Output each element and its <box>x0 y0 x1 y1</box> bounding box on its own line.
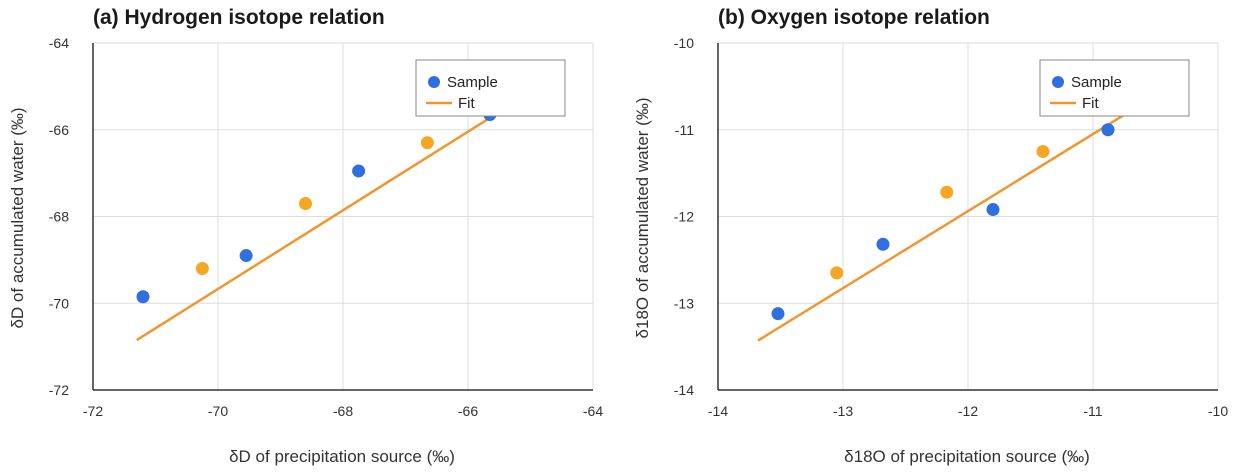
hydrogen-sample-point-3 <box>299 196 312 210</box>
oxygen-sample-point-2 <box>876 237 890 251</box>
hydrogen-legend-sample-marker <box>428 76 440 88</box>
hydrogen-y-tick-label-1: -70 <box>49 295 69 311</box>
oxygen-sample-point-1 <box>830 266 844 280</box>
oxygen-legend: Sample Fit <box>1039 59 1190 117</box>
oxygen-x-tick-label-4: -10 <box>1208 403 1228 419</box>
oxygen-chart-title: (b) Oxygen isotope relation <box>718 6 990 29</box>
oxygen-y-tick-label-4: -10 <box>674 35 694 51</box>
oxygen-x-tick-label-1: -13 <box>833 403 853 419</box>
hydrogen-x-tick-label-0: -72 <box>83 403 103 419</box>
oxygen-legend-sample-marker <box>1052 76 1064 88</box>
oxygen-fit-line <box>757 98 1150 342</box>
oxygen-sample-point-3 <box>940 185 954 199</box>
hydrogen-sample-point-1 <box>195 262 209 276</box>
oxygen-x-tick-label-0: -14 <box>708 403 728 419</box>
oxygen-y-tick-label-0: -14 <box>674 382 694 398</box>
oxygen-legend-sample-label: Sample <box>1071 74 1122 91</box>
hydrogen-chart-title: (a) Hydrogen isotope relation <box>93 6 385 29</box>
oxygen-sample-point-0 <box>771 307 785 321</box>
hydrogen-sample-point-5 <box>420 136 434 150</box>
oxygen-y-tick-label-3: -11 <box>675 122 694 138</box>
oxygen-legend-fit-label: Fit <box>1082 95 1099 112</box>
hydrogen-fit-line <box>136 107 507 342</box>
hydrogen-legend: Sample Fit <box>415 59 566 117</box>
oxygen-y-tick-label-1: -13 <box>674 295 694 311</box>
hydrogen-y-axis-label: δD of accumulated water (‰) <box>8 107 27 328</box>
hydrogen-y-tick-label-3: -66 <box>49 122 69 138</box>
oxygen-y-tick-label-2: -12 <box>674 209 694 225</box>
hydrogen-y-tick-label-2: -68 <box>49 209 69 225</box>
oxygen-legend-box <box>1039 59 1190 117</box>
hydrogen-chart-panel: (a) Hydrogen isotope relation δD of prec… <box>8 6 603 466</box>
oxygen-sample-point-6 <box>1101 123 1115 137</box>
oxygen-x-tick-label-2: -12 <box>958 403 978 419</box>
oxygen-sample-point-5 <box>1036 144 1050 158</box>
hydrogen-sample-point-2 <box>239 249 253 263</box>
oxygen-x-tick-label-3: -11 <box>1083 403 1102 419</box>
hydrogen-sample-point-4 <box>352 164 366 178</box>
oxygen-x-axis-label: δ18O of precipitation source (‰) <box>844 447 1090 466</box>
hydrogen-y-tick-label-0: -72 <box>49 382 69 398</box>
hydrogen-x-tick-label-3: -66 <box>458 403 478 419</box>
hydrogen-legend-sample-label: Sample <box>447 74 498 91</box>
hydrogen-x-tick-label-4: -64 <box>583 403 603 419</box>
hydrogen-y-tick-label-4: -64 <box>49 35 69 51</box>
hydrogen-x-axis-label: δD of precipitation source (‰) <box>229 447 455 466</box>
oxygen-sample-point-4 <box>986 203 1000 217</box>
hydrogen-legend-fit-label: Fit <box>458 95 475 112</box>
hydrogen-legend-box <box>415 59 566 117</box>
hydrogen-sample-point-0 <box>136 290 150 304</box>
oxygen-gridlines <box>718 42 1219 390</box>
oxygen-chart-panel: (b) Oxygen isotope relation δ18O of prec… <box>633 6 1228 466</box>
oxygen-y-axis-label: δ18O of accumulated water (‰) <box>633 98 652 339</box>
hydrogen-x-tick-label-2: -68 <box>333 403 353 419</box>
hydrogen-x-tick-label-1: -70 <box>208 403 228 419</box>
